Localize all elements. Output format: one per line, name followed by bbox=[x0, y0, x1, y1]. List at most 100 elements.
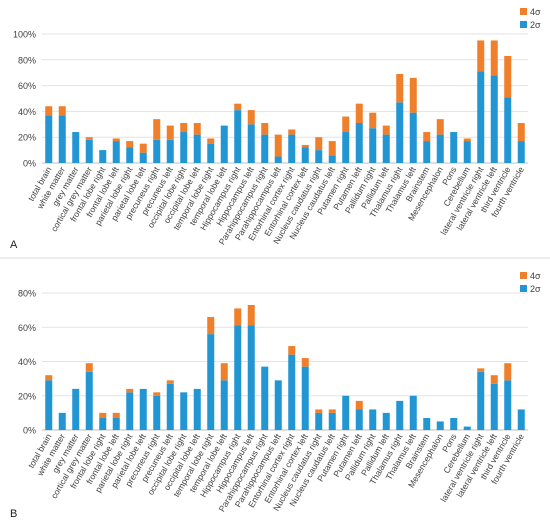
bar-segment-2sigma bbox=[274, 156, 282, 163]
legend-swatch bbox=[520, 285, 527, 292]
bar-segment-2sigma bbox=[504, 97, 512, 163]
bar-segment-2sigma bbox=[342, 395, 350, 430]
bar-segment-2sigma bbox=[166, 139, 174, 163]
bar-segment-4sigma bbox=[247, 304, 255, 326]
bar-segment-4sigma bbox=[139, 143, 147, 153]
bar-segment-2sigma bbox=[139, 388, 147, 430]
bar-segment-2sigma bbox=[409, 112, 417, 163]
bar-segment-2sigma bbox=[180, 132, 188, 163]
bar-segment-2sigma bbox=[247, 325, 255, 430]
bar-segment-4sigma bbox=[463, 138, 471, 142]
bar-segment-4sigma bbox=[58, 106, 66, 116]
panel-label: A bbox=[10, 239, 18, 251]
bar-segment-4sigma bbox=[234, 308, 242, 326]
bar-segment-4sigma bbox=[409, 77, 417, 113]
bar-segment-4sigma bbox=[220, 363, 228, 381]
bar-segment-2sigma bbox=[355, 409, 363, 430]
bar-segment-4sigma bbox=[247, 110, 255, 125]
bar-segment-2sigma bbox=[369, 128, 377, 163]
bar-segment-4sigma bbox=[490, 40, 498, 76]
bar-segment-4sigma bbox=[207, 316, 215, 335]
bar-segment-2sigma bbox=[207, 143, 215, 163]
bar-segment-2sigma bbox=[45, 380, 53, 430]
bar-segment-2sigma bbox=[328, 155, 336, 163]
bar-segment-2sigma bbox=[180, 392, 188, 430]
bar-segment-2sigma bbox=[423, 418, 431, 430]
bar-segment-4sigma bbox=[436, 119, 444, 135]
bar-segment-4sigma bbox=[126, 388, 134, 393]
bar-segment-4sigma bbox=[477, 368, 485, 372]
bar-segment-2sigma bbox=[72, 132, 80, 163]
bar-segment-2sigma bbox=[247, 124, 255, 163]
bar-segment-4sigma bbox=[396, 73, 404, 103]
bar-segment-2sigma bbox=[193, 388, 201, 430]
bar-segment-2sigma bbox=[301, 147, 309, 163]
bar-segment-2sigma bbox=[490, 75, 498, 163]
bar-segment-4sigma bbox=[99, 412, 107, 419]
bar-segment-4sigma bbox=[166, 380, 174, 384]
bar-segment-4sigma bbox=[112, 412, 120, 419]
bar-segment-4sigma bbox=[261, 123, 269, 135]
y-tick-label: 20% bbox=[18, 391, 36, 401]
bar-segment-2sigma bbox=[450, 418, 458, 430]
bar-segment-4sigma bbox=[234, 103, 242, 111]
bar-segment-2sigma bbox=[355, 123, 363, 163]
bar-segment-4sigma bbox=[504, 55, 512, 98]
bar-segment-2sigma bbox=[112, 141, 120, 163]
bar-segment-2sigma bbox=[315, 412, 323, 430]
legend-swatch bbox=[520, 272, 527, 279]
y-tick-label: 0% bbox=[23, 426, 36, 436]
bar-segment-4sigma bbox=[517, 123, 525, 142]
bar-segment-4sigma bbox=[193, 123, 201, 135]
bar-segment-2sigma bbox=[139, 152, 147, 163]
y-tick-label: 60% bbox=[18, 323, 36, 333]
bar-segment-2sigma bbox=[328, 412, 336, 430]
bar-segment-4sigma bbox=[301, 144, 309, 148]
bar-segment-2sigma bbox=[207, 334, 215, 430]
y-tick-label: 80% bbox=[18, 289, 36, 299]
bar-segment-4sigma bbox=[328, 409, 336, 413]
bar-segment-2sigma bbox=[99, 150, 107, 163]
panel-label: B bbox=[10, 508, 17, 520]
bar-segment-2sigma bbox=[85, 139, 93, 163]
bar-segment-2sigma bbox=[490, 383, 498, 430]
bar-segment-2sigma bbox=[315, 150, 323, 163]
legend-label: 4σ bbox=[530, 271, 541, 281]
bar-segment-4sigma bbox=[288, 346, 296, 355]
legend-label: 2σ bbox=[530, 284, 541, 294]
bar-segment-4sigma bbox=[342, 116, 350, 133]
bar-segment-4sigma bbox=[382, 125, 390, 135]
bar-segment-2sigma bbox=[450, 132, 458, 163]
bar-segment-2sigma bbox=[436, 134, 444, 163]
bar-segment-4sigma bbox=[274, 134, 282, 157]
bar-segment-2sigma bbox=[382, 412, 390, 430]
y-tick-label: 40% bbox=[18, 357, 36, 367]
bar-segment-2sigma bbox=[220, 125, 228, 163]
y-tick-label: 40% bbox=[18, 107, 36, 117]
bar-segment-4sigma bbox=[355, 103, 363, 124]
bar-segment-4sigma bbox=[477, 40, 485, 72]
bar-segment-4sigma bbox=[153, 392, 161, 396]
bar-segment-4sigma bbox=[328, 141, 336, 156]
bar-segment-2sigma bbox=[409, 395, 417, 430]
bar-segment-4sigma bbox=[166, 125, 174, 140]
y-tick-label: 80% bbox=[18, 55, 36, 65]
bar-segment-2sigma bbox=[463, 141, 471, 163]
bar-segment-4sigma bbox=[423, 132, 431, 142]
bar-segment-2sigma bbox=[382, 134, 390, 163]
legend-label: 4σ bbox=[530, 7, 541, 17]
y-tick-label: 100% bbox=[13, 30, 36, 40]
bar-segment-2sigma bbox=[288, 134, 296, 163]
bar-segment-2sigma bbox=[193, 134, 201, 163]
bar-segment-4sigma bbox=[180, 123, 188, 133]
bar-segment-2sigma bbox=[220, 380, 228, 430]
bar-segment-4sigma bbox=[355, 400, 363, 410]
bar-segment-2sigma bbox=[126, 392, 134, 430]
bar-segment-2sigma bbox=[99, 418, 107, 430]
bar-segment-2sigma bbox=[45, 115, 53, 163]
legend-swatch bbox=[520, 8, 527, 15]
bar-segment-2sigma bbox=[396, 400, 404, 430]
bar-segment-2sigma bbox=[288, 354, 296, 430]
